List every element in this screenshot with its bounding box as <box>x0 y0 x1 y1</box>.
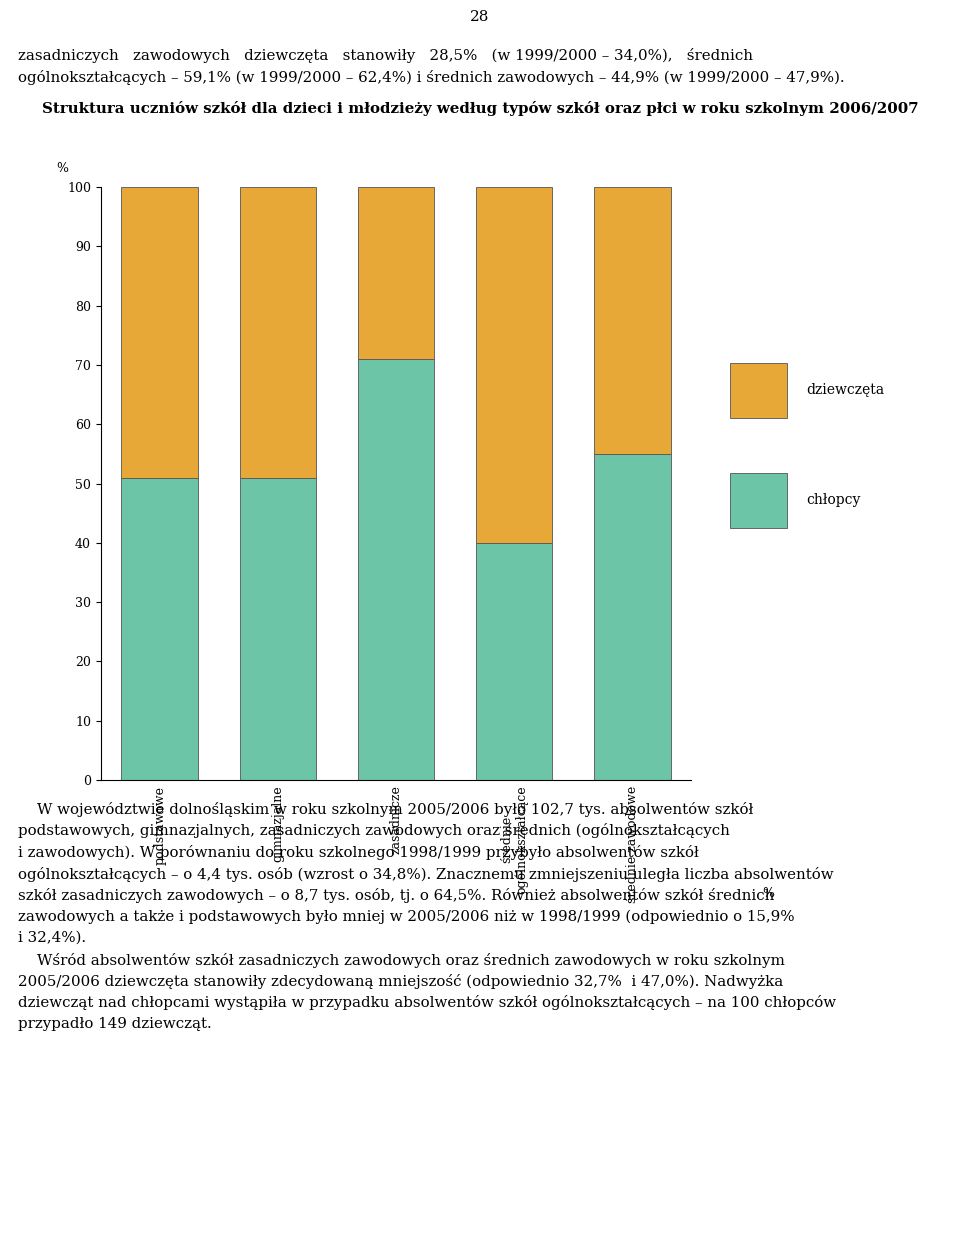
Text: Wśród absolwentów szkół zasadniczych zawodowych oraz średnich zawodowych w roku : Wśród absolwentów szkół zasadniczych zaw… <box>18 952 785 967</box>
Text: zasadniczych   zawodowych   dziewczęta   stanowiły   28,5%   (w 1999/2000 – 34,0: zasadniczych zawodowych dziewczęta stano… <box>18 47 753 62</box>
Text: 2005/2006 dziewczęta stanowiły zdecydowaną mniejszość (odpowiednio 32,7%  i 47,0: 2005/2006 dziewczęta stanowiły zdecydowa… <box>18 973 783 988</box>
Bar <box>240 478 316 780</box>
Text: W województwie dolnośląskim w roku szkolnym 2005/2006 było 102,7 tys. absolwentó: W województwie dolnośląskim w roku szkol… <box>18 802 754 817</box>
Text: %: % <box>762 886 774 900</box>
Text: 28: 28 <box>470 10 490 24</box>
Text: ogólnokształcących – o 4,4 tys. osób (wzrost o 34,8%). Znacznemu zmniejszeniu ul: ogólnokształcących – o 4,4 tys. osób (wz… <box>18 866 833 881</box>
Text: dziewczęta: dziewczęta <box>806 383 884 397</box>
Bar <box>476 543 552 780</box>
Text: dziewcząt nad chłopcami wystąpiła w przypadku absolwentów szkół ogólnokształcący: dziewcząt nad chłopcami wystąpiła w przy… <box>18 996 836 1011</box>
Text: przypadło 149 dziewcząt.: przypadło 149 dziewcząt. <box>18 1017 212 1031</box>
Bar <box>122 187 198 478</box>
Text: szkół zasadniczych zawodowych – o 8,7 tys. osób, tj. o 64,5%. Również absolwentó: szkół zasadniczych zawodowych – o 8,7 ty… <box>18 889 775 904</box>
Text: chłopcy: chłopcy <box>806 493 861 507</box>
Bar <box>594 454 670 780</box>
Y-axis label: %: % <box>57 162 68 176</box>
Bar <box>730 363 787 418</box>
Bar <box>476 187 552 543</box>
Text: i zawodowych). W porównaniu do roku szkolnego 1998/1999 przybyło absolwentów szk: i zawodowych). W porównaniu do roku szko… <box>18 845 699 860</box>
Bar <box>358 187 434 359</box>
Text: zawodowych a także i podstawowych było mniej w 2005/2006 niż w 1998/1999 (odpowi: zawodowych a także i podstawowych było m… <box>18 910 795 924</box>
Bar <box>358 359 434 780</box>
Text: podstawowych, gimnazjalnych, zasadniczych zawodowych oraz średnich (ogólnokształ: podstawowych, gimnazjalnych, zasadniczyc… <box>18 824 730 839</box>
Bar <box>240 187 316 478</box>
Text: Struktura uczniów szkół dla dzieci i młodzieży według typów szkół oraz płci w ro: Struktura uczniów szkół dla dzieci i mło… <box>41 101 919 116</box>
Bar <box>594 187 670 454</box>
Text: i 32,4%).: i 32,4%). <box>18 931 86 945</box>
Bar <box>730 473 787 528</box>
Bar <box>122 478 198 780</box>
Text: ogólnokształcących – 59,1% (w 1999/2000 – 62,4%) i średnich zawodowych – 44,9% (: ogólnokształcących – 59,1% (w 1999/2000 … <box>18 70 845 85</box>
